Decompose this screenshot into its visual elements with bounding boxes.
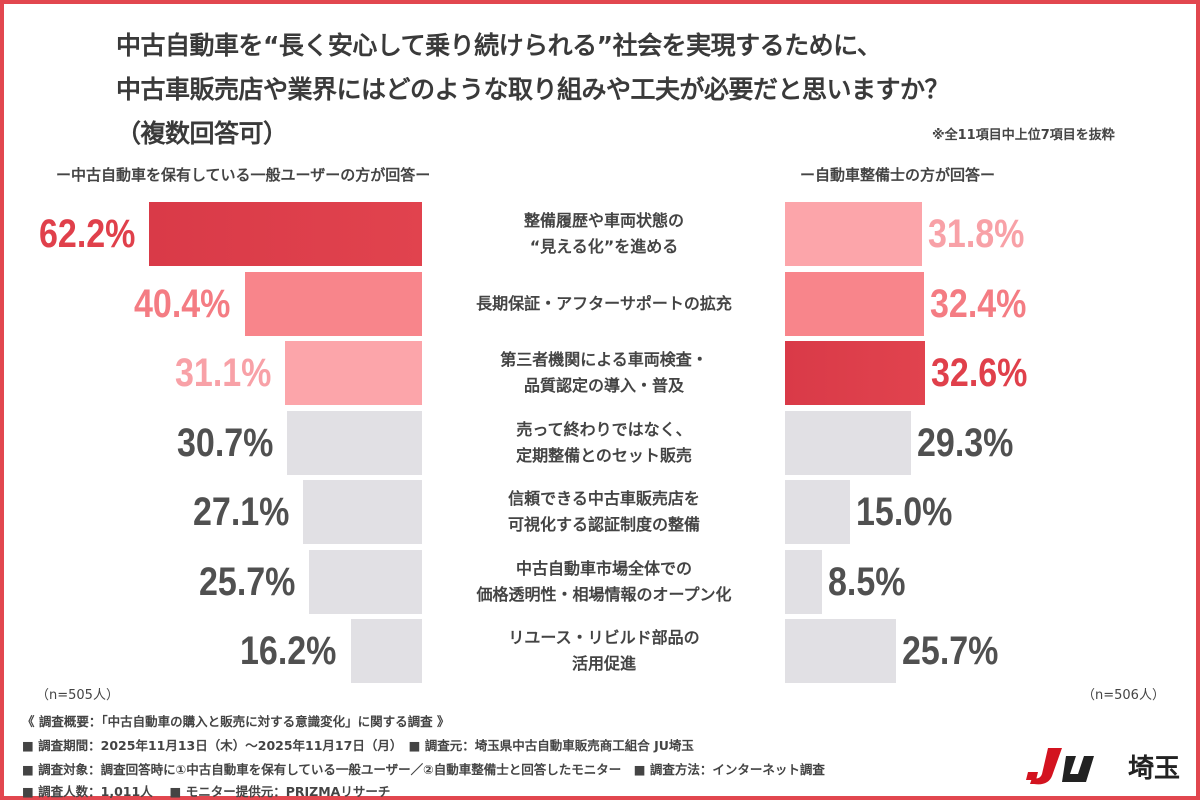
left-value-label: 40.4% [134, 281, 231, 326]
right-bar [785, 410, 911, 475]
category-label-line: 品質認定の導入・普及 [523, 376, 684, 395]
right-bar [785, 341, 926, 405]
right-bar [785, 480, 850, 544]
category-label-line: 第三者機関による車両検査・ [500, 350, 708, 369]
category-label-line: 整備履歴や車両状態の [523, 211, 684, 230]
right-value-label: 32.4% [930, 281, 1027, 326]
left-value-label: 16.2% [240, 629, 337, 673]
category-label-line: 長期保証・アフターサポートの拡充 [476, 293, 732, 313]
left-bar [303, 480, 422, 544]
left-value-label: 62.2% [38, 212, 135, 256]
right-bar [785, 271, 925, 336]
right-series-name: ー自動車整備士の方が回答ー [800, 166, 996, 184]
category-label-line: 中古自動車市場全体での [515, 558, 692, 578]
left-sample-size: （n=505人） [36, 688, 119, 703]
category-label: 整備履歴や車両状態の “見える化”を進める [429, 202, 779, 266]
category-label-line: 可視化する認証制度の整備 [507, 515, 700, 534]
left-bar [285, 341, 422, 405]
footer-line: ■ 調査対象：調査回答時に①中古自動車を保有している一般ユーザー／②自動車整備士… [22, 762, 825, 777]
footer-line: 《 調査概要：「中古自動車の購入と販売に対する意識変化」に関する調査 》 [22, 714, 450, 729]
category-label-line: 信頼できる中古車販売店を [508, 489, 700, 508]
category-label-line: リユース・リビルド部品の [508, 628, 700, 647]
chart-title-line2: 中古車販売店や業界にはどのような取り組みや工夫が必要だと思いますか？ [116, 75, 950, 104]
left-series-name: ー中古自動車を保有している一般ユーザーの方が回答ー [56, 166, 431, 184]
left-value-label: 31.1% [175, 351, 272, 395]
ju-saitama-logo: 埼玉 [1026, 746, 1180, 786]
right-value-label: 15.0% [855, 490, 952, 534]
chart-title-line3: （複数回答可） [116, 119, 288, 148]
logo-text: 埼玉 [1128, 753, 1181, 784]
category-label: 第三者機関による車両検査・ 品質認定の導入・普及 [429, 341, 779, 405]
category-label: 中古自動車市場全体での価格透明性・相場情報のオープン化 [429, 550, 779, 614]
left-bar [244, 271, 422, 336]
right-value-label: 29.3% [916, 420, 1014, 465]
left-bar [309, 549, 422, 614]
left-bar [148, 202, 422, 266]
left-bar [350, 619, 422, 683]
footer-line: ■ 調査期間：2025年11月13日（木）〜2025年11月17日（月） ■ 調… [22, 738, 694, 753]
right-value-label: 31.8% [927, 212, 1025, 256]
category-label: 売って終わりではなく、 定期整備とのセット販売 [429, 411, 779, 475]
category-label-line: 活用促進 [571, 654, 636, 673]
category-label-line: “見える化”を進める [529, 237, 679, 256]
category-label-line: 売って終わりではなく、 [516, 419, 692, 439]
footer-line: ■ 調査人数：1,011人 ■ モニター提供元：PRIZMAリサーチ [22, 784, 391, 799]
ju-logo-mark-icon [1026, 748, 1094, 785]
right-value-label: 32.6% [931, 351, 1028, 395]
right-sample-size: （n=506人） [1082, 688, 1165, 703]
right-bar [785, 619, 896, 683]
left-value-label: 27.1% [192, 490, 290, 534]
left-value-label: 30.7% [176, 420, 274, 465]
category-label-line: 定期整備とのセット販売 [516, 445, 692, 465]
right-bar [785, 549, 822, 614]
category-label: リユース・リビルド部品の 活用促進 [429, 619, 779, 683]
left-bar [287, 410, 422, 475]
category-label: 信頼できる中古車販売店を 可視化する認証制度の整備 [429, 480, 779, 544]
category-label-line: 価格透明性・相場情報のオープン化 [476, 584, 732, 604]
chart-note: ※全11項目中上位7項目を抜粋 [932, 128, 1115, 143]
category-label: 長期保証・アフターサポートの拡充 [429, 272, 779, 336]
right-value-label: 25.7% [901, 629, 998, 673]
left-value-label: 25.7% [198, 559, 296, 604]
chart-title-line1: 中古自動車を“長く安心して乗り続けられる”社会を実現するために、 [116, 31, 882, 60]
right-value-label: 8.5% [827, 559, 906, 604]
right-bar [785, 202, 922, 266]
